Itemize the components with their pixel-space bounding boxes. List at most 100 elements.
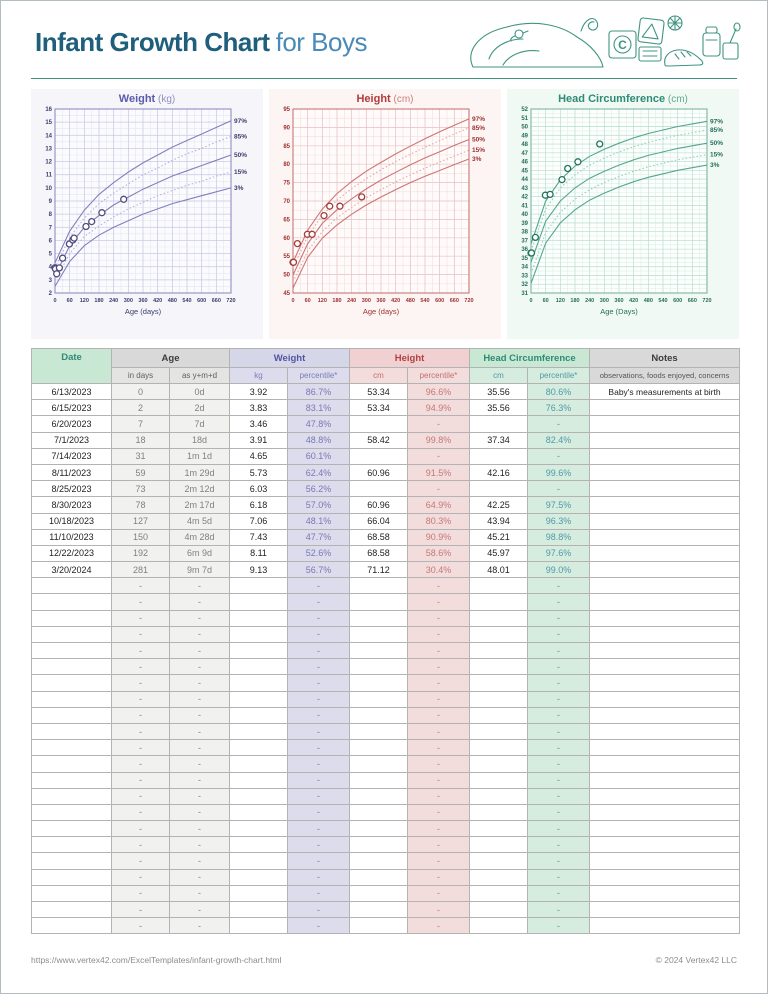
svg-text:C: C [618,38,627,52]
title-subtitle: for Boys [275,27,368,57]
cell-age-ymd: - [168,658,231,676]
svg-text:0: 0 [291,298,294,304]
cell-weight-kg [229,917,289,935]
cell-weight-percentile: - [287,884,351,903]
cell-weight-percentile: 83.1% [287,399,351,417]
cell-weight-kg: 3.91 [229,431,289,449]
cell-height-percentile: - [407,722,471,741]
svg-text:720: 720 [226,298,235,304]
cell-head-cm [469,415,529,433]
svg-text:48: 48 [521,142,528,148]
cell-date: 7/1/2023 [31,431,112,449]
table-row: 8/11/2023 59 1m 29d 5.73 62.4% 60.96 91.5% 42.1… [31,463,741,482]
cell-height-percentile: - [407,884,471,903]
cell-date: 6/15/2023 [31,399,112,417]
cell-head-percentile: - [527,787,591,805]
cell-weight-percentile: 47.8% [287,415,351,433]
cell-weight-kg [229,609,289,627]
cell-height-percentile: - [407,641,471,660]
svg-text:60: 60 [283,236,290,242]
cell-head-cm: 48.01 [469,561,529,579]
cell-head-percentile: - [527,722,591,741]
cell-weight-kg [229,577,289,595]
svg-text:15: 15 [45,120,52,126]
cell-height-cm [349,900,409,919]
svg-text:60: 60 [543,298,549,304]
cell-head-cm: 42.25 [469,496,529,514]
cell-weight-kg [229,900,289,919]
header-divider [31,78,737,79]
table-row: ----- [31,658,741,676]
svg-text:480: 480 [168,298,177,304]
cell-weight-kg [229,722,289,741]
cell-height-cm [349,690,409,708]
cell-age-ymd: - [168,739,231,757]
cell-head-cm [469,771,529,789]
growth-table-body: 6/13/2023 0 0d 3.92 86.7% 53.34 96.6% 35.56 80.6… [31,382,741,935]
cell-age-ymd: - [168,820,231,838]
svg-text:90: 90 [283,125,290,131]
svg-text:31: 31 [521,291,528,297]
cell-notes [589,803,741,822]
svg-text:43: 43 [521,186,528,192]
cell-height-percentile: 58.6% [407,544,471,563]
cell-notes [589,771,741,789]
cell-weight-percentile: - [287,641,351,660]
table-row: 12/22/2023 192 6m 9d 8.11 52.6% 68.58 58.6% 45.… [31,544,741,563]
cell-weight-kg: 3.92 [229,382,289,401]
svg-text:3%: 3% [472,156,482,163]
svg-text:51: 51 [521,116,528,122]
cell-height-percentile: - [407,836,471,854]
svg-text:85%: 85% [234,134,247,141]
cell-weight-percentile: - [287,852,351,870]
cell-age-days: - [111,674,170,692]
svg-text:300: 300 [124,298,133,304]
svg-text:47: 47 [521,151,528,157]
cell-head-percentile: - [527,771,591,789]
cell-notes [589,884,741,903]
cell-weight-kg [229,836,289,854]
cell-age-ymd: 1m 1d [168,447,231,465]
cell-head-percentile: - [527,852,591,870]
table-row: 8/30/2023 78 2m 17d 6.18 57.0% 60.96 64.9% 42.2… [31,496,741,514]
cell-age-days: - [111,884,170,903]
cell-age-days: 18 [111,431,170,449]
page-footer: https://www.vertex42.com/ExcelTemplates/… [31,955,737,965]
cell-height-cm [349,836,409,854]
svg-text:14: 14 [45,133,52,139]
cell-height-percentile: - [407,690,471,708]
cell-date [31,722,112,741]
cell-weight-percentile: - [287,900,351,919]
cell-date: 11/10/2023 [31,528,112,546]
cell-height-cm [349,771,409,789]
cell-notes [589,658,741,676]
svg-text:8: 8 [49,212,53,218]
cell-head-cm [469,706,529,724]
cell-height-percentile: 91.5% [407,463,471,482]
cell-notes [589,917,741,935]
cell-age-days: 31 [111,447,170,465]
cell-age-ymd: - [168,852,231,870]
cell-age-days: 59 [111,463,170,482]
cell-weight-kg [229,884,289,903]
cell-height-cm [349,787,409,805]
svg-text:0: 0 [53,298,56,304]
cell-date [31,577,112,595]
cell-age-ymd: 6m 9d [168,544,231,563]
table-row: ----- [31,917,741,935]
col-header-head-circumference: Head Circumference [469,348,591,368]
table-row: ----- [31,641,741,660]
cell-weight-percentile: 56.2% [287,480,351,498]
cell-age-ymd: 9m 7d [168,561,231,579]
cell-age-days: 0 [111,382,170,401]
cell-age-ymd: - [168,609,231,627]
cell-height-cm [349,884,409,903]
cell-age-ymd: - [168,771,231,789]
svg-text:65: 65 [283,217,290,223]
cell-head-percentile: - [527,690,591,708]
cell-head-percentile: - [527,803,591,822]
cell-weight-percentile: - [287,739,351,757]
cell-weight-kg: 4.65 [229,447,289,465]
cell-age-ymd: 2m 12d [168,480,231,498]
svg-text:360: 360 [138,298,147,304]
